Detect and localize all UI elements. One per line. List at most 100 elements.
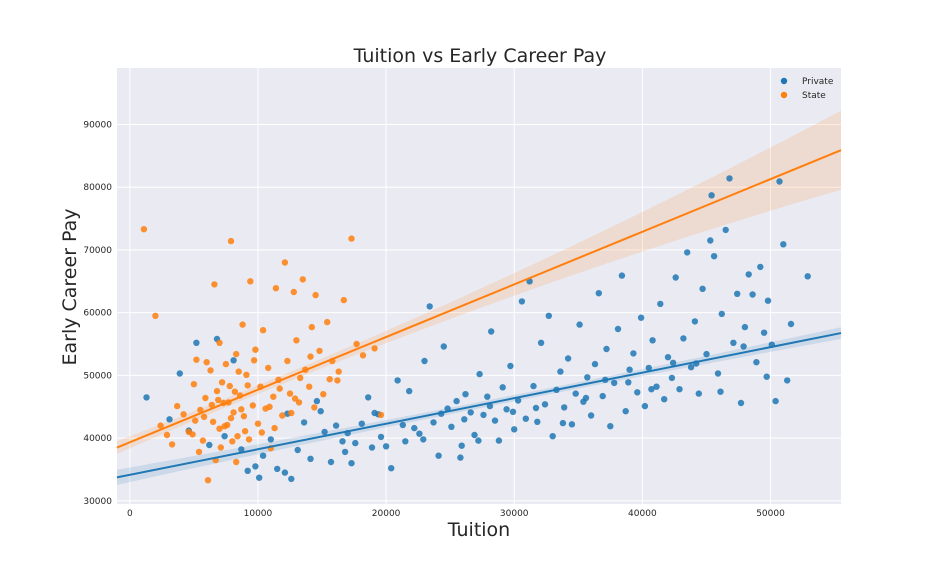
point-private [399,421,406,429]
point-state [197,406,204,414]
point-state [335,368,342,375]
point-private [476,370,483,378]
point-private [313,397,321,405]
point-state [216,425,223,432]
point-private [559,419,567,427]
point-state [227,237,235,245]
point-private [507,362,514,370]
point-private [537,339,545,346]
point-state [213,387,221,395]
point-state [203,359,210,366]
point-private [143,394,150,401]
point-private [641,402,649,410]
point-state [229,438,236,445]
point-private [595,290,602,297]
point-private [462,391,469,398]
point-private [730,339,737,346]
point-private [406,387,413,395]
point-private [281,469,289,476]
point-private [557,368,564,375]
point-private [599,392,606,400]
point-private [176,370,183,377]
point-state [284,357,291,365]
point-private [710,253,718,260]
point-private [717,388,724,395]
point-private [377,433,385,441]
point-private [471,431,478,439]
point-state [208,401,215,409]
point-private [394,377,401,384]
data-points [140,175,811,484]
point-private [426,303,433,310]
point-private [530,382,537,390]
point-state [222,360,230,368]
point-private [561,404,568,411]
point-private [421,357,428,365]
point-private [722,226,729,234]
point-state [189,431,196,438]
point-private [657,300,664,308]
chart-title: Tuition vs Early Career Pay [353,45,607,67]
point-private [749,291,756,298]
point-state [281,259,289,266]
point-private [382,443,390,450]
point-private [745,271,752,278]
point-state [348,235,355,242]
point-private [499,384,506,391]
point-state [293,337,300,344]
point-state [250,357,258,364]
point-state [312,291,319,299]
point-private [420,436,427,443]
regression-lines [116,149,842,479]
point-state [266,403,273,410]
point-state [297,374,304,382]
x-tick-label: 10000 [244,509,273,519]
point-private [503,406,510,413]
point-state [218,379,226,386]
point-state [241,428,249,435]
confidence-band-state [117,110,841,454]
x-tick-label: 30000 [500,509,529,519]
y-tick-label: 40000 [83,434,112,444]
point-state [163,431,171,439]
point-private [458,442,465,449]
point-private [668,374,676,382]
point-state [306,383,313,390]
point-private [317,408,324,415]
point-private [691,318,699,325]
point-state [216,339,223,346]
point-private [648,386,655,393]
point-private [684,249,691,256]
point-state [272,285,280,292]
point-private [532,404,540,412]
point-private [741,323,749,331]
point-state [209,418,217,425]
point-private [804,273,811,280]
point-private [753,359,760,366]
point-state [324,318,331,326]
y-tick-label: 60000 [83,309,112,319]
point-state [377,411,385,419]
point-state [207,367,214,374]
point-private [708,192,715,199]
point-state [244,382,251,389]
point-private [734,290,741,297]
point-private [435,452,442,459]
point-state [238,406,245,413]
point-private [568,421,576,428]
point-state [320,391,327,398]
point-private [206,441,213,449]
point-state [259,327,267,334]
point-private [252,463,259,470]
point-state [291,395,299,402]
point-private [238,446,245,453]
point-state [311,404,318,411]
point-state [180,411,187,418]
point-private [348,460,355,467]
point-private [564,355,572,362]
point-state [190,381,198,388]
point-private [645,364,652,372]
point-state [233,350,240,358]
point-state [233,458,240,466]
